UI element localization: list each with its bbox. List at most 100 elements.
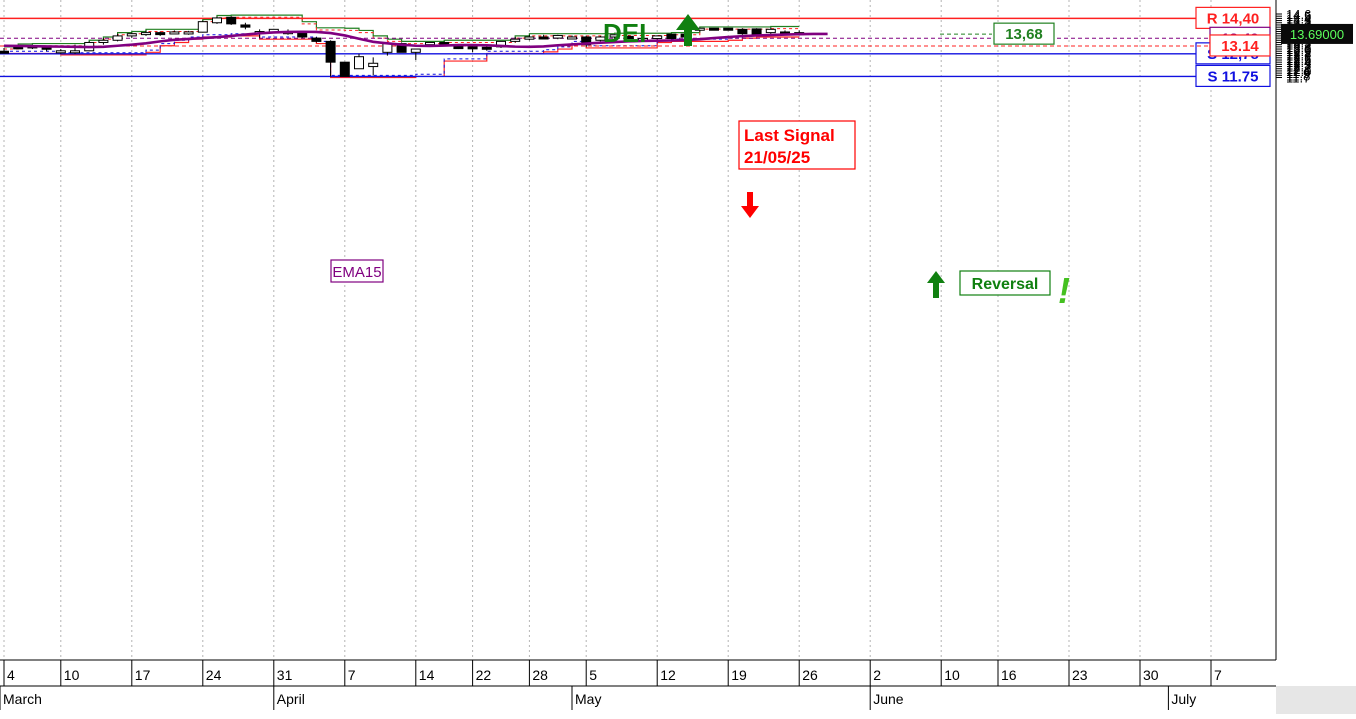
last-price-label: 13.69000 (1290, 27, 1344, 42)
x-axis: 4 10 17 24 31 7 14 22 28 5 12 19 26 2 10 16 23 30 7 March Ap… (0, 659, 1356, 714)
reversal-up-arrow-icon (927, 271, 945, 298)
candle (0, 47, 9, 54)
candle (609, 34, 620, 40)
support-2-label-box (1195, 64, 1271, 88)
x-day-label: 24 (206, 667, 222, 683)
stop-level-label-box (1209, 34, 1271, 57)
target-level-label-box (993, 22, 1055, 45)
y-tick-label: 12.2 (1286, 60, 1311, 75)
y-tick-label: 12.7 (1286, 49, 1311, 64)
x-day-label: 5 (589, 667, 597, 683)
candle-body (652, 35, 663, 40)
candle (666, 33, 677, 40)
candle (183, 30, 194, 35)
candle (339, 61, 350, 77)
candle-body (339, 61, 350, 77)
x-day-label: 28 (532, 667, 548, 683)
x-day-label: 2 (873, 667, 881, 683)
x-month-label: May (575, 691, 601, 707)
candle-body (354, 56, 364, 70)
green-band-line (4, 14, 800, 48)
candle-body (709, 27, 719, 31)
candle-body (510, 38, 521, 42)
candle (709, 27, 719, 31)
candle (141, 30, 151, 36)
y-tick-label: 11.7 (1286, 71, 1310, 86)
candle-body (538, 36, 549, 40)
candle-body (183, 31, 194, 35)
y-tick-label: 12.6 (1286, 51, 1311, 66)
candle-body (226, 16, 237, 25)
candle (197, 20, 208, 33)
last-signal-line2: 21/05/25 (744, 148, 810, 167)
y-tick-label: 14.6 (1286, 7, 1311, 22)
resistance-label: R 14,40 (1207, 10, 1260, 27)
x-day-label: 10 (64, 667, 80, 683)
candle (212, 16, 222, 24)
candle (552, 34, 563, 40)
candle-body (141, 32, 151, 36)
y-tick-label: 14.5 (1286, 9, 1311, 24)
support-2-label: S 11.75 (1208, 68, 1259, 85)
candle-body (212, 17, 222, 24)
x-day-label: 4 (7, 667, 15, 683)
candle (55, 49, 66, 54)
candle-body (623, 35, 634, 40)
candle (226, 16, 237, 25)
candle-body (126, 33, 137, 37)
candle-body (467, 46, 478, 50)
candle-body (70, 50, 80, 54)
ema-label: EMA15 (332, 264, 381, 281)
candle-body (155, 32, 166, 36)
candle (567, 35, 577, 40)
x-day-label: 17 (135, 667, 151, 683)
candle (410, 48, 421, 60)
candle-body (169, 31, 180, 35)
y-tick-label: 11.9 (1286, 66, 1310, 81)
y-tick-label: 11.8 (1286, 68, 1310, 83)
y-tick-label: 12.4 (1286, 55, 1311, 70)
candle-body (410, 48, 421, 53)
y-tick-label: 12.1 (1286, 62, 1311, 77)
annotations: DEI EMA15 Last Signal 21/05/25 Reversal! (330, 14, 1070, 311)
title-up-arrow-icon (676, 14, 700, 46)
reversal-box (959, 270, 1051, 296)
candle (723, 27, 734, 31)
candle-body (552, 34, 563, 39)
grid (3, 0, 1212, 660)
candle (98, 38, 109, 45)
x-day-label: 7 (1214, 667, 1222, 683)
x-day-label: 10 (944, 667, 960, 683)
candle-body (751, 28, 762, 35)
y-tick-label: 12.9 (1286, 44, 1311, 59)
x-day-label: 16 (1001, 667, 1017, 683)
candle-body (481, 46, 492, 50)
y-tick-label: 13.0 (1286, 42, 1311, 57)
candle (169, 30, 180, 35)
x-day-label: 26 (802, 667, 818, 683)
x-day-label: 23 (1072, 667, 1088, 683)
candle-body (425, 41, 435, 46)
y-axis: 14.614.514.414.314.214.114.013.913.813.7… (1275, 0, 1353, 660)
candle (595, 35, 606, 42)
target-level-label: 13,68 (1005, 26, 1043, 43)
candle-body (524, 36, 535, 40)
candle-body (0, 50, 9, 54)
candle (538, 34, 549, 40)
last-signal-line1: Last Signal (744, 126, 835, 145)
candle (240, 22, 251, 30)
candle-body (98, 39, 109, 43)
candle-body (609, 34, 620, 38)
x-axis-background (0, 660, 1276, 714)
y-tick-label: 12.8 (1286, 46, 1311, 61)
y-tick-label: 12.0 (1286, 64, 1311, 79)
last-signal-box (738, 120, 856, 170)
candle-body (723, 27, 734, 31)
candles (0, 16, 805, 77)
candle-body (325, 40, 336, 63)
candle (368, 57, 379, 76)
candle (510, 36, 521, 43)
